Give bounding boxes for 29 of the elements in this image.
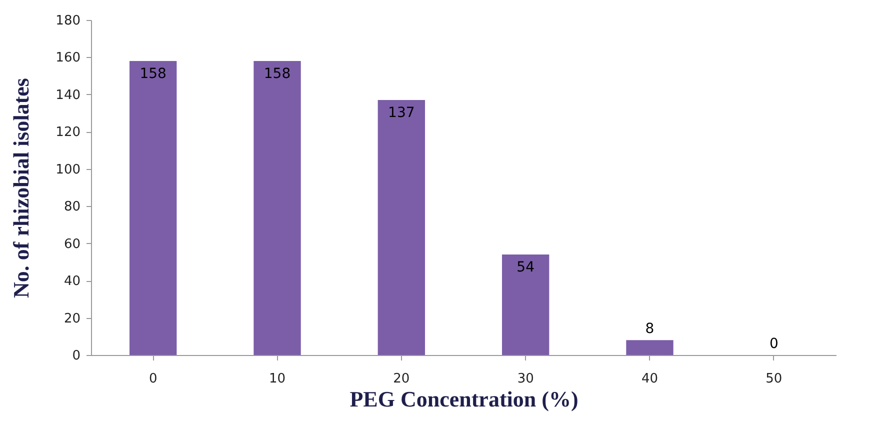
bar	[129, 60, 177, 355]
y-axis-title: No. of rhizobial isolates	[8, 78, 34, 298]
bar	[254, 60, 301, 355]
x-tick-label: 40	[641, 372, 658, 386]
x-tick-label: 0	[148, 372, 158, 386]
data-label: 54	[516, 260, 535, 276]
x-tick-label: 30	[517, 372, 534, 386]
data-label: 158	[140, 66, 166, 82]
x-tick-label: 50	[766, 372, 782, 386]
y-tick-label: 160	[56, 50, 80, 66]
data-label: 158	[264, 66, 291, 82]
y-tick-label: 180	[56, 14, 80, 28]
y-tick-label: 140	[56, 88, 80, 103]
x-axis-title: PEG Concentration (%)	[350, 386, 578, 412]
x-tick-label: 10	[268, 372, 286, 386]
y-tick-label: 20	[64, 311, 80, 326]
data-label: 137	[388, 105, 415, 122]
y-tick-label: 40	[64, 274, 80, 290]
bar	[626, 340, 674, 355]
bar	[502, 254, 550, 355]
data-label: 0	[769, 336, 778, 352]
data-label: 8	[645, 321, 654, 338]
y-tick-label: 100	[56, 162, 80, 178]
y-tick-label: 120	[56, 125, 80, 140]
y-tick-label: 60	[64, 236, 80, 252]
y-tick-label: 0	[72, 348, 80, 364]
bar	[378, 100, 426, 355]
x-tick-label: 20	[393, 372, 410, 386]
y-tick-label: 80	[64, 200, 80, 215]
